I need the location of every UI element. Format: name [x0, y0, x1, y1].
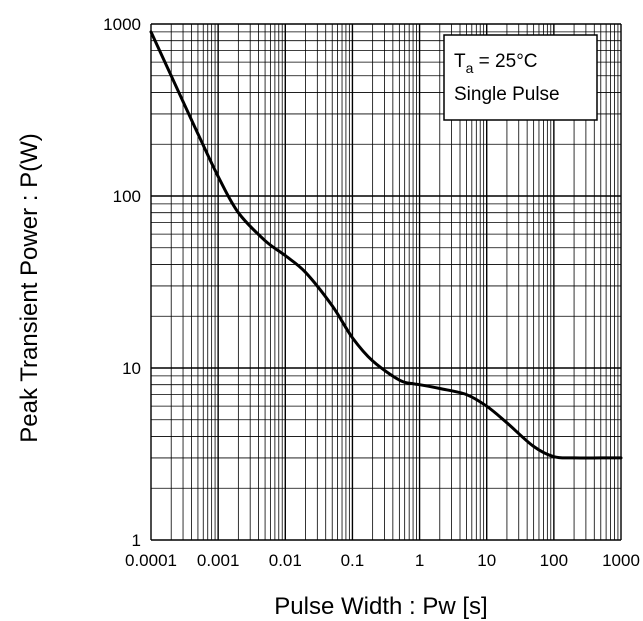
x-tick-label: 0.01 — [269, 551, 302, 570]
legend-ta-value: = 25°C — [473, 51, 537, 72]
legend-ta-subscript: a — [466, 60, 474, 76]
x-tick-label: 0.1 — [341, 551, 365, 570]
y-tick-label: 1000 — [103, 15, 141, 34]
x-tick-labels: 0.0001 0.001 0.01 0.1 1 10 100 1000 — [125, 551, 640, 570]
x-axis-title: Pulse Width : Pw [s] — [274, 593, 487, 620]
x-tick-label: 1000 — [602, 551, 640, 570]
y-tick-label: 10 — [122, 359, 141, 378]
legend-box: Ta = 25°C Single Pulse — [444, 35, 597, 120]
x-tick-label: 100 — [540, 551, 568, 570]
legend-single-pulse: Single Pulse — [454, 84, 560, 105]
x-tick-label: 10 — [477, 551, 496, 570]
y-tick-label: 1 — [132, 531, 141, 550]
x-tick-label: 1 — [415, 551, 424, 570]
x-tick-label: 0.0001 — [125, 551, 177, 570]
legend-ta-symbol: T — [454, 51, 466, 72]
y-axis-title: Peak Transient Power : P(W) — [16, 133, 43, 442]
x-tick-label: 0.001 — [197, 551, 240, 570]
y-tick-label: 100 — [113, 187, 141, 206]
y-tick-labels: 1 10 100 1000 — [103, 15, 141, 550]
